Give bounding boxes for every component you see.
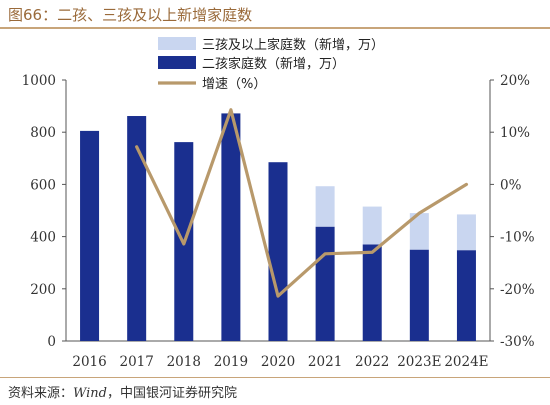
x-tick-label-2019: 2019 <box>214 354 248 370</box>
y-left-tick-label: 0 <box>47 334 56 350</box>
source-suffix: ，中国银河证券研究院 <box>107 386 238 401</box>
bar-second-child-2019 <box>221 113 241 342</box>
bar-second-child-2020 <box>268 162 288 341</box>
growth-rate-line <box>135 108 469 298</box>
bar-second-child-2023E <box>409 249 429 341</box>
bar-third-child-2021 <box>315 186 335 227</box>
x-tick-label-2024E: 2024E <box>444 354 488 370</box>
x-tick-label-2023E: 2023E <box>397 354 441 370</box>
bar-second-child-2021 <box>315 226 335 341</box>
x-tick-label-2021: 2021 <box>308 354 342 370</box>
y-left-tick-label: 600 <box>30 177 56 193</box>
y-right-tick-label: -20% <box>500 282 535 298</box>
x-tick-label-2017: 2017 <box>119 354 153 370</box>
legend-label-2: 增速（%） <box>202 77 266 92</box>
title-rule <box>0 27 550 29</box>
x-tick-label-2016: 2016 <box>72 354 106 370</box>
legend-label-0: 三孩及以上家庭数（新增，万） <box>202 37 384 53</box>
legend-swatch-1 <box>158 56 196 69</box>
y-right-tick-label: 10% <box>500 125 530 141</box>
y-right-tick-label: 20% <box>500 73 530 89</box>
y-left-tick-label: 1000 <box>22 73 56 89</box>
source-note: 资料来源：Wind，中国银河证券研究院 <box>8 382 237 401</box>
x-tick-label-2022: 2022 <box>355 354 389 370</box>
legend-swatch-0 <box>158 37 196 50</box>
figure-title: 图66：二孩、三孩及以上新增家庭数 <box>8 6 253 24</box>
x-tick-label-2018: 2018 <box>167 354 201 370</box>
bar-third-child-2024E <box>456 214 476 251</box>
bar-third-child-2023E <box>409 213 429 250</box>
source-prefix: 资料来源： <box>8 386 74 401</box>
y-right-tick-label: 0% <box>500 177 522 193</box>
bar-third-child-2022 <box>362 206 382 245</box>
y-left-tick-label: 200 <box>30 282 56 298</box>
y-left-tick-label: 400 <box>30 230 56 246</box>
legend-label-1: 二孩家庭数（新增，万） <box>202 56 345 72</box>
y-left-tick-label: 800 <box>30 125 56 141</box>
combo-chart: 0 200 400 600 800 1000 -30% -20% -10% 0% 10% 20% 2… <box>22 37 535 370</box>
bar-second-child-2016 <box>80 130 100 341</box>
source-rule <box>0 377 550 378</box>
bar-second-child-2024E <box>456 250 476 341</box>
bar-second-child-2022 <box>362 244 382 341</box>
source-wind: Wind <box>73 386 108 401</box>
y-right-tick-label: -10% <box>500 230 535 246</box>
bar-second-child-2017 <box>127 116 147 341</box>
x-tick-label-2020: 2020 <box>261 354 295 370</box>
y-right-tick-label: -30% <box>500 334 535 350</box>
